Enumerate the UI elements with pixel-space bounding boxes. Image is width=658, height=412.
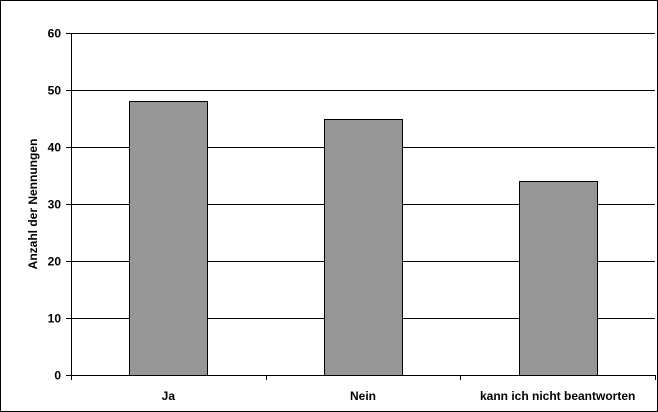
y-axis-label: Anzahl der Nennungen: [26, 139, 40, 270]
y-tick-label: 10: [48, 312, 62, 326]
y-tick-label: 0: [54, 369, 61, 383]
axes: [66, 33, 656, 380]
x-tick-label: Nein: [350, 389, 376, 403]
y-tick-label: 30: [48, 198, 62, 212]
y-tick-label: 20: [48, 255, 62, 269]
y-tick-label: 50: [48, 84, 62, 98]
y-tick-labels: 0 10 20 30 40 50 60: [48, 27, 62, 383]
bar-1: [129, 101, 208, 376]
x-tick-labels: Ja Nein kann ich nicht beantworten: [162, 389, 636, 403]
bars: [129, 101, 598, 376]
y-tick-label: 60: [48, 27, 62, 41]
y-tick-label: 40: [48, 141, 62, 155]
bar-3: [519, 181, 598, 376]
bar-2: [324, 119, 403, 376]
x-tick-label: Ja: [162, 389, 176, 403]
x-tick-label: kann ich nicht beantworten: [480, 389, 635, 403]
